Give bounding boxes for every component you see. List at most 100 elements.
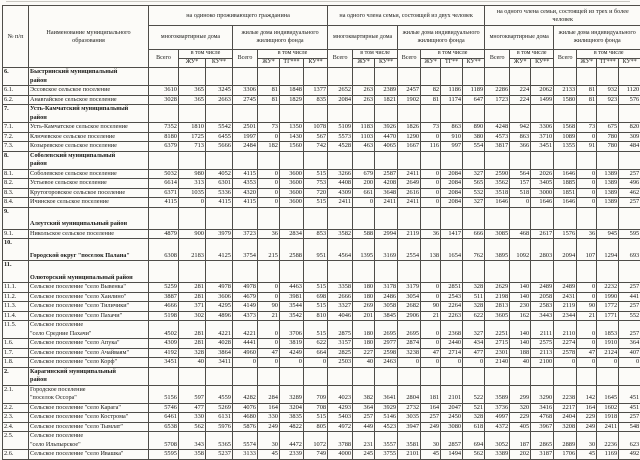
value-cell: 227 xyxy=(353,348,375,358)
value-cell: 3327 xyxy=(328,302,353,312)
municipality-name-line: район xyxy=(30,77,147,86)
municipality-name: Ичинское сельское поселение xyxy=(29,198,149,208)
value-cell: 2084 xyxy=(441,198,463,208)
value-cell: 4208 xyxy=(375,179,398,189)
value-cell: 2431 xyxy=(554,292,577,302)
value-cell: 3208 xyxy=(554,422,577,432)
value-cell: 1646 xyxy=(531,198,554,208)
value-cell: 4052 xyxy=(206,169,233,179)
row-number: 2.6. xyxy=(3,450,29,460)
col-header-incl-ind-1: в том числе xyxy=(258,50,328,59)
value-cell: 107 xyxy=(577,239,597,261)
value-cell: 2286 xyxy=(485,86,510,96)
municipality-name-line: Сельское поселение "село Хаилино" xyxy=(30,293,147,302)
value-cell: 45 xyxy=(421,450,441,460)
value-cell: 5146 xyxy=(375,413,398,423)
value-cell xyxy=(421,207,441,229)
municipality-name: Усть-Камчатское сельское поселение xyxy=(29,123,149,133)
value-cell: 328 xyxy=(463,302,485,312)
value-cell: 257 xyxy=(619,302,640,312)
value-cell: 0 xyxy=(577,283,597,293)
municipality-name-line: Карагинский муниципальный xyxy=(30,368,147,377)
municipality-name: Соболевское сельское поселение xyxy=(29,169,149,179)
value-cell: 1910 xyxy=(597,339,619,349)
value-cell: 997 xyxy=(441,142,463,152)
value-cell: 2339 xyxy=(280,450,304,460)
value-cell: 327 xyxy=(463,321,485,339)
value-cell: 4528 xyxy=(328,142,353,152)
value-cell: 0 xyxy=(421,169,441,179)
value-cell: 2113 xyxy=(531,348,554,358)
value-cell xyxy=(554,367,577,385)
value-cell: 0 xyxy=(421,283,441,293)
value-cell xyxy=(398,151,421,169)
value-cell: 2301 xyxy=(485,348,510,358)
value-cell: 5573 xyxy=(328,132,353,142)
value-cell: 532 xyxy=(463,188,485,198)
value-cell xyxy=(149,68,179,86)
value-cell xyxy=(619,151,640,169)
value-cell xyxy=(149,207,179,229)
value-cell: 980 xyxy=(179,169,206,179)
value-cell: 3058 xyxy=(375,302,398,312)
value-cell: 562 xyxy=(463,450,485,460)
value-cell: 2368 xyxy=(441,321,463,339)
value-cell: 229 xyxy=(510,413,531,423)
value-cell xyxy=(441,68,463,86)
value-cell xyxy=(149,151,179,169)
value-cell: 40 xyxy=(510,358,531,368)
value-cell: 2695 xyxy=(375,321,398,339)
col-header-total-ind-2: Всего xyxy=(398,50,421,68)
value-cell: 3819 xyxy=(280,339,304,349)
value-cell: 4309 xyxy=(149,339,179,349)
value-cell: 263 xyxy=(353,86,375,96)
value-cell: 3600 xyxy=(280,179,304,189)
value-cell: 45 xyxy=(577,450,597,460)
value-cell xyxy=(510,207,531,229)
row-number: 1.7. xyxy=(3,348,29,358)
value-cell: 1494 xyxy=(441,450,463,460)
value-cell: 5595 xyxy=(149,450,179,460)
value-cell: 3755 xyxy=(375,450,398,460)
value-cell: 257 xyxy=(353,413,375,423)
municipality-name-line: Сельское поселение "село Кострома" xyxy=(30,413,147,422)
municipality-name: Сельское поселение"село Средние Пахачи" xyxy=(29,321,149,339)
value-cell: 515 xyxy=(304,283,328,293)
municipality-name-line: Сельское поселение "село Тымлат" xyxy=(30,423,147,432)
value-cell: 3179 xyxy=(398,283,421,293)
value-cell xyxy=(206,68,233,86)
value-cell: 224 xyxy=(510,95,531,105)
value-cell: 36 xyxy=(421,229,441,239)
value-cell: 951 xyxy=(304,239,328,261)
value-cell: 140 xyxy=(510,321,531,339)
value-cell: 140 xyxy=(510,283,531,293)
value-cell: 2344 xyxy=(554,311,577,321)
value-cell: 0 xyxy=(258,188,280,198)
value-cell: 5708 xyxy=(149,432,179,450)
value-cell: 2124 xyxy=(597,348,619,358)
municipality-name-line: район xyxy=(30,160,147,169)
value-cell: 2588 xyxy=(280,239,304,261)
value-cell: 0 xyxy=(304,358,328,368)
value-cell: 4046 xyxy=(328,311,353,321)
value-cell: 496 xyxy=(619,179,640,189)
value-cell xyxy=(485,367,510,385)
value-cell: 180 xyxy=(353,292,375,302)
value-cell: 2111 xyxy=(531,321,554,339)
value-cell: 2695 xyxy=(398,321,421,339)
value-cell: 2100 xyxy=(531,358,554,368)
value-cell xyxy=(619,367,640,385)
value-cell xyxy=(577,105,597,123)
value-cell: 1568 xyxy=(554,123,577,133)
value-cell: 142 xyxy=(577,385,597,403)
value-cell: 2119 xyxy=(554,302,577,312)
value-cell xyxy=(619,105,640,123)
value-cell: 4023 xyxy=(328,385,353,403)
value-cell xyxy=(206,105,233,123)
value-cell: 4248 xyxy=(485,123,510,133)
